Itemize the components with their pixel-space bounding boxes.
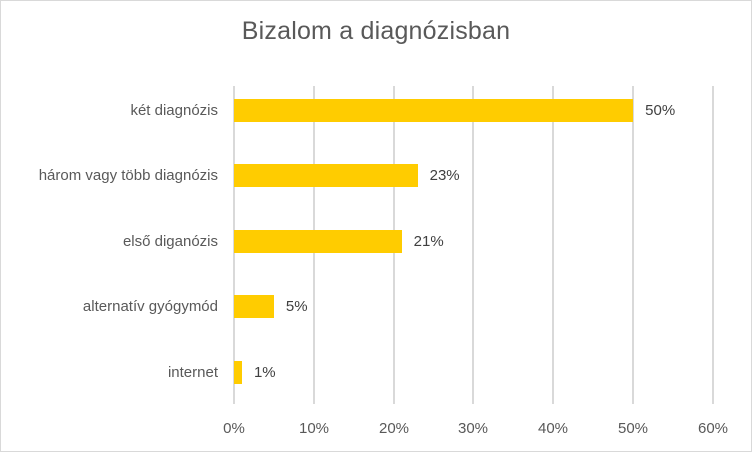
bar (234, 361, 242, 384)
category-label: két diagnózis (130, 102, 218, 119)
bar (234, 164, 418, 187)
gridline-50 (632, 86, 634, 404)
x-tick-label: 30% (457, 420, 489, 437)
category-label: első diganózis (122, 233, 218, 250)
bar-value-label: 23% (429, 167, 460, 184)
bar-value-label: 50% (645, 102, 676, 119)
x-tick-label: 50% (617, 420, 649, 437)
bar (234, 230, 402, 253)
category-label: alternatív gyógymód (82, 298, 218, 315)
gridline-40 (552, 86, 554, 404)
chart-title: Bizalom a diagnózisban (241, 17, 511, 45)
x-tick-label: 20% (378, 420, 410, 437)
bar-value-label: 21% (413, 233, 444, 250)
gridline-30 (472, 86, 474, 404)
x-tick-label: 10% (298, 420, 330, 437)
category-label: három vagy több diagnózis (38, 167, 218, 184)
x-tick-label: 40% (537, 420, 569, 437)
category-label: internet (167, 364, 218, 381)
bar-value-label: 5% (285, 298, 308, 315)
x-tick-label: 0% (223, 420, 245, 437)
gridline-60 (712, 86, 714, 404)
bar (234, 295, 274, 318)
x-tick-label: 60% (697, 420, 729, 437)
bar (234, 99, 634, 122)
bar-value-label: 1% (253, 364, 276, 381)
